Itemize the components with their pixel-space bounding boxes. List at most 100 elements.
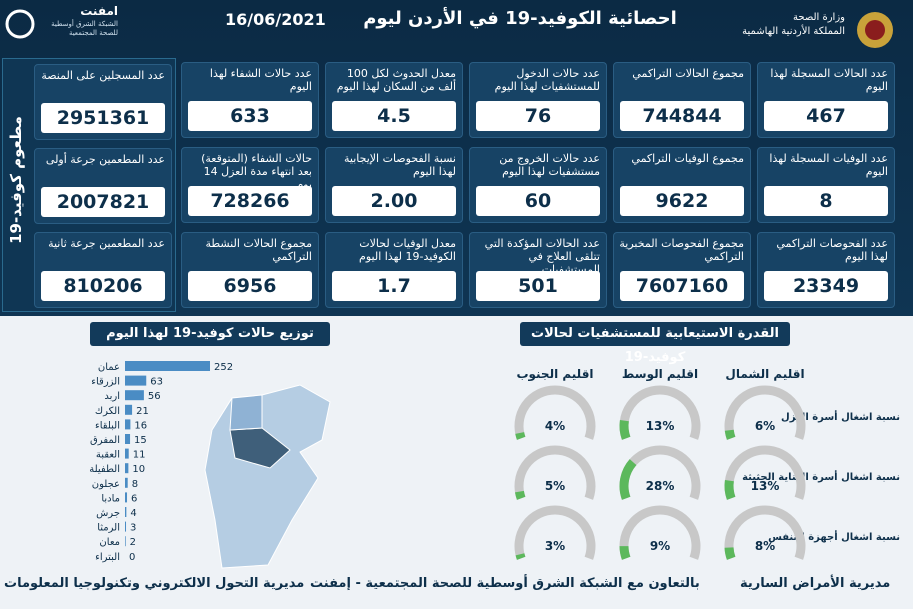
stat-card: عدد الحالات المؤكدة التي تتلقى العلاج في… xyxy=(469,232,607,308)
gauge-label: 4% xyxy=(545,419,565,433)
gauge-fill xyxy=(724,547,736,560)
gauge-title: القدرة الاستيعابية للمستشفيات لحالات كوف… xyxy=(520,322,790,365)
gauge-label: 5% xyxy=(545,479,565,493)
stat-label: عدد حالات الشفاء لهذا اليوم xyxy=(209,67,312,93)
partner-subtitle: الشبكة الشرق أوسطية للصحة المجتمعية xyxy=(51,20,118,37)
category-label: الكرك xyxy=(95,406,120,417)
value-label: 15 xyxy=(134,435,147,446)
bar xyxy=(125,375,147,386)
category-label: اربد xyxy=(104,391,120,402)
bar xyxy=(125,361,210,371)
date: 16/06/2021 xyxy=(225,10,326,29)
gauge-fill xyxy=(619,419,631,440)
stat-card: عدد الحالات المسجلة لهذا اليوم 467 xyxy=(757,62,895,138)
ministry: وزارة الصحة xyxy=(793,12,845,23)
stat-value: 4.5 xyxy=(332,101,456,131)
stat-value: 6956 xyxy=(188,271,312,301)
value-label: 16 xyxy=(134,420,147,431)
gauge-label: 13% xyxy=(751,479,780,493)
gauge-track xyxy=(724,445,806,500)
stat-label: عدد المطعمين جرعة ثانية xyxy=(48,237,165,250)
stat-card: مجموع الحالات النشطة التراكمي 6956 xyxy=(181,232,319,308)
gauge-track xyxy=(619,505,701,560)
gauge-fill xyxy=(515,553,526,560)
stat-value: 1.7 xyxy=(332,271,456,301)
value-label: 4 xyxy=(130,508,136,519)
stat-label: عدد الحالات المسجلة لهذا اليوم xyxy=(770,67,888,93)
stat-card: عدد المسجلين على المنصة 2951361 xyxy=(34,64,172,140)
stat-label: مجموع الوفيات التراكمي xyxy=(631,152,744,165)
category-label: عمان xyxy=(98,362,120,373)
bar xyxy=(125,390,144,401)
footer-left: مديرية التحول الالكتروني وتكنولوجيا المع… xyxy=(4,576,305,591)
value-label: 8 xyxy=(132,479,138,490)
bar xyxy=(125,477,128,488)
stat-value: 60 xyxy=(476,186,600,216)
stat-card: عدد حالات الخروج من مستشفيات لهذا اليوم 6… xyxy=(469,147,607,223)
row-label: نسبة اشغال أسرة العزل xyxy=(781,410,900,423)
column-label: اقليم الجنوب xyxy=(516,367,593,382)
map-region xyxy=(229,394,263,431)
value-label: 11 xyxy=(133,450,146,461)
category-label: جرش xyxy=(96,508,120,519)
bar xyxy=(125,507,127,517)
kingdom: المملكة الأردنية الهاشمية xyxy=(742,26,845,37)
value-label: 56 xyxy=(148,391,161,402)
gauge-track xyxy=(724,505,806,560)
category-label: البتراء xyxy=(95,552,120,563)
value-label: 63 xyxy=(150,377,163,388)
gauge-label: 13% xyxy=(646,419,675,433)
gauge-track xyxy=(514,445,596,500)
gauge-fill xyxy=(515,432,526,440)
value-label: 252 xyxy=(214,362,233,373)
value-label: 10 xyxy=(132,464,145,475)
bar-chart-title: توزيع حالات كوفيد-19 لهذا اليوم xyxy=(90,322,330,346)
bar xyxy=(125,521,127,532)
value-label: 3 xyxy=(130,523,136,534)
stat-value: 8 xyxy=(764,186,888,216)
emblem xyxy=(857,12,893,48)
gauge-track xyxy=(619,385,701,440)
column-label: اقليم الوسط xyxy=(622,367,698,382)
stat-value: 23349 xyxy=(764,271,888,301)
partner-logo xyxy=(5,9,35,39)
gauge-fill xyxy=(724,479,736,500)
stat-card: عدد الفحوصات التراكمي لهذا اليوم 23349 xyxy=(757,232,895,308)
value-label: 2 xyxy=(130,537,136,548)
emblem-center xyxy=(865,20,885,40)
stat-card: عدد المطعمين جرعة أولى 2007821 xyxy=(34,148,172,224)
gauge-track xyxy=(514,385,596,440)
gauge-label: 3% xyxy=(545,539,565,553)
bar xyxy=(125,463,129,474)
category-label: الزرقاء xyxy=(91,377,120,388)
stat-card: مجموع الفحوصات المخبرية التراكمي 7607160 xyxy=(613,232,751,308)
stat-label: مجموع الفحوصات المخبرية التراكمي xyxy=(619,237,744,263)
stat-value: 744844 xyxy=(620,101,744,131)
stat-label: عدد الفحوصات التراكمي لهذا اليوم xyxy=(776,237,888,263)
stat-value: 2951361 xyxy=(41,103,165,133)
category-label: الرمثا xyxy=(97,523,120,534)
bar xyxy=(125,492,128,503)
footer-center: بالتعاون مع الشبكة الشرق أوسطية للصحة ال… xyxy=(310,576,700,591)
gauge-label: 8% xyxy=(755,539,775,553)
stat-card: عدد حالات الدخول للمستشفيات لهذا اليوم 76 xyxy=(469,62,607,138)
gauge-track xyxy=(724,385,806,440)
stat-label: عدد حالات الخروج من مستشفيات لهذا اليوم xyxy=(499,152,600,178)
category-label: المفرق xyxy=(90,435,120,446)
stat-label: نسبة الفحوصات الإيجابية لهذا اليوم xyxy=(343,152,456,178)
stat-label: مجموع الحالات التراكمي xyxy=(632,67,744,80)
value-label: 6 xyxy=(131,493,137,504)
stat-value: 7607160 xyxy=(620,271,744,301)
value-label: 21 xyxy=(136,406,149,417)
stat-label: عدد المطعمين جرعة أولى xyxy=(45,153,165,166)
stat-label: عدد الوفيات المسجلة لهذا اليوم xyxy=(769,152,888,178)
stat-card: عدد المطعمين جرعة ثانية 810206 xyxy=(34,232,172,308)
category-label: البلقاء xyxy=(95,420,120,431)
footer-right: مديرية الأمراض السارية xyxy=(740,576,891,591)
bar xyxy=(125,536,126,547)
gauge-fill xyxy=(514,490,526,500)
gauge-fill xyxy=(619,459,637,500)
gauge-track xyxy=(514,505,596,560)
